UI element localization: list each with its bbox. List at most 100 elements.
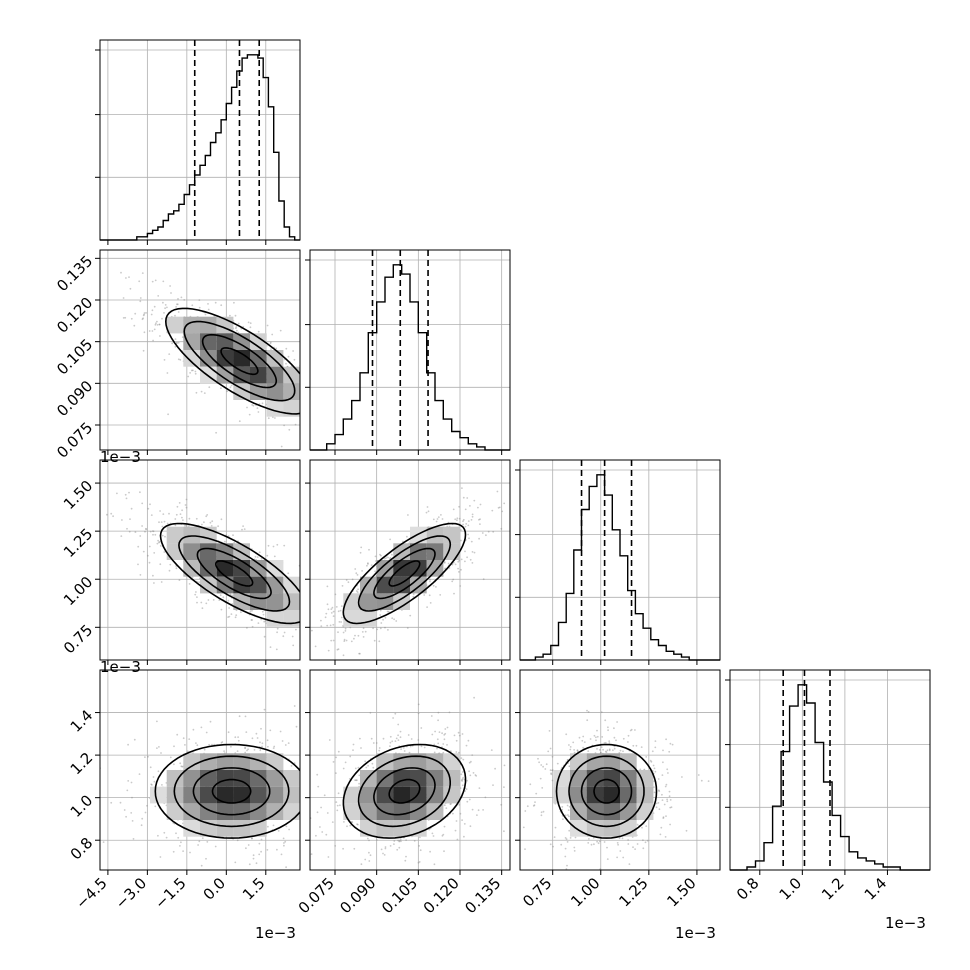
scatter-point (630, 728, 633, 731)
scatter-point (151, 309, 154, 312)
scatter-point (256, 556, 259, 558)
scatter-point (360, 546, 363, 549)
density-cell (620, 803, 637, 820)
scatter-point (251, 837, 253, 840)
scatter-point (345, 579, 348, 581)
scatter-point (179, 359, 182, 361)
scatter-point (459, 585, 462, 587)
scatter-point (353, 637, 355, 640)
scatter-point (466, 556, 468, 559)
scatter-point (471, 562, 474, 564)
x-offset-label-col0: 1e−3 (255, 924, 296, 942)
scatter-point (188, 517, 191, 520)
scatter-point (576, 749, 579, 752)
scatter-point (159, 545, 162, 547)
scatter-point (276, 631, 278, 634)
scatter-point (120, 271, 122, 274)
scatter-point (385, 557, 387, 559)
scatter-point (619, 850, 622, 852)
scatter-point (435, 586, 437, 588)
scatter-point (166, 372, 169, 374)
scatter-point (303, 426, 305, 428)
scatter-point (302, 783, 304, 785)
scatter-point (219, 594, 222, 597)
scatter-point (606, 749, 609, 752)
scatter-point (567, 814, 569, 816)
scatter-point (251, 837, 253, 840)
scatter-point (478, 787, 481, 789)
scatter-point (322, 400, 324, 402)
density-cell (283, 803, 300, 820)
scatter-point (653, 791, 656, 794)
scatter-point (318, 412, 320, 414)
density-cell (620, 786, 637, 804)
scatter-point (524, 810, 527, 812)
scatter-point (162, 301, 164, 304)
scatter-point (449, 803, 452, 806)
scatter-point (460, 568, 462, 571)
scatter-point (174, 524, 177, 527)
scatter-point (302, 343, 304, 345)
scatter-point (359, 551, 362, 554)
scatter-point (553, 836, 556, 838)
scatter-point (145, 312, 148, 314)
scatter-point (356, 823, 359, 826)
scatter-point (180, 841, 182, 844)
scatter-point (354, 767, 357, 770)
scatter-point (176, 303, 178, 306)
scatter-point (212, 599, 215, 601)
scatter-point (226, 390, 229, 393)
scatter-point (440, 514, 442, 516)
scatter-point (423, 594, 426, 596)
density-cell (603, 786, 620, 804)
scatter-point (313, 878, 315, 880)
scatter-point (313, 764, 315, 766)
scatter-point (470, 540, 473, 543)
scatter-point (237, 331, 240, 334)
density-cell (266, 610, 284, 627)
y-tick-label: 0.135 (53, 252, 96, 295)
scatter-point (53, 250, 55, 252)
scatter-point (308, 838, 310, 840)
scatter-point (272, 747, 275, 749)
scatter-point (419, 836, 421, 839)
scatter-point (600, 751, 602, 754)
scatter-point (349, 424, 351, 426)
scatter-point (468, 537, 470, 540)
scatter-point (573, 846, 576, 849)
scatter-point (311, 775, 313, 777)
scatter-point (243, 528, 246, 530)
scatter-point (439, 594, 442, 596)
scatter-point (157, 834, 159, 837)
scatter-point (156, 542, 159, 545)
scatter-point (491, 509, 494, 512)
scatter-point (460, 558, 463, 561)
scatter-point (154, 323, 157, 326)
density-cell (266, 786, 284, 804)
scatter-point (139, 300, 142, 303)
scatter-point (409, 614, 412, 617)
scatter-point (390, 882, 392, 884)
scatter-point (542, 810, 545, 813)
scatter-point (344, 761, 347, 764)
density-cell (200, 316, 217, 334)
scatter-point (549, 747, 552, 750)
scatter-point (396, 848, 399, 851)
scatter-point (450, 750, 452, 753)
scatter-point (441, 834, 444, 837)
scatter-point (469, 774, 472, 777)
density-cell (283, 366, 300, 384)
scatter-point (644, 841, 647, 844)
scatter-point (587, 842, 590, 844)
scatter-point (590, 843, 593, 846)
scatter-point (456, 517, 459, 520)
scatter-point (382, 852, 384, 855)
contour-1 (373, 547, 436, 600)
scatter-point (240, 611, 242, 614)
x-tick-label: 1.5 (239, 874, 269, 904)
scatter-point (437, 719, 439, 722)
scatter-point (314, 645, 317, 648)
scatter-point (595, 736, 597, 739)
scatter-point (663, 803, 666, 806)
scatter-point (235, 327, 237, 330)
